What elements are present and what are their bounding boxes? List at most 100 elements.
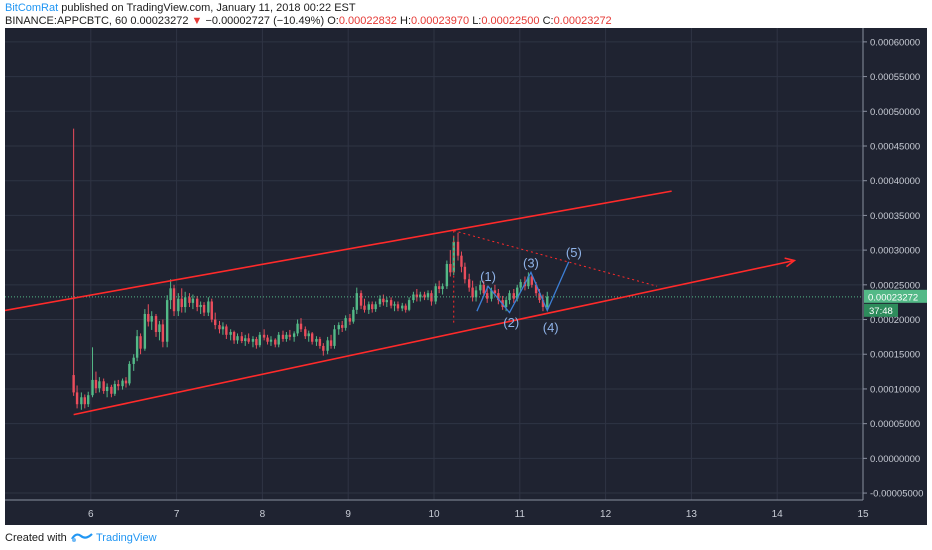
candle-body: [497, 293, 500, 301]
candle-body: [251, 338, 255, 342]
candle-body: [207, 301, 210, 313]
wave-label: (5): [566, 245, 582, 260]
candle-body: [150, 316, 153, 322]
wave-label: (1): [480, 269, 496, 284]
candle-body: [471, 287, 474, 298]
candle-body: [504, 300, 508, 308]
candle-body: [315, 338, 318, 342]
candle-body: [310, 333, 314, 342]
candle-body: [110, 386, 113, 394]
candle-body: [333, 329, 336, 346]
candle-body: [530, 276, 534, 285]
candle-body: [165, 300, 169, 342]
candle-body: [195, 298, 199, 308]
tradingview-brand-link[interactable]: TradingView: [96, 532, 157, 544]
candle-body: [80, 397, 83, 405]
candle-body: [202, 304, 206, 313]
candle-body: [113, 384, 117, 394]
x-tick-label: 7: [174, 509, 180, 520]
chart-area[interactable]: 0.00060000 0.00055000 0.00050000 0.00045000…: [0, 28, 927, 525]
trend-line: [73, 259, 795, 416]
candle-body: [281, 334, 285, 339]
candle-body: [172, 288, 176, 312]
candle-body: [374, 304, 377, 310]
candle-body: [147, 313, 150, 322]
candle-body: [401, 305, 404, 309]
candle-body: [512, 293, 515, 299]
candle-body: [247, 338, 250, 342]
high-label: H:: [400, 15, 411, 27]
wave-label: (4): [543, 320, 559, 335]
candle-body: [292, 333, 296, 337]
created-with-label: Created with: [5, 532, 67, 544]
candle-body: [304, 329, 307, 337]
candle-body: [482, 284, 485, 294]
y-tick-label: 0.00015000: [870, 350, 920, 361]
y-tick-label: 0.00060000: [870, 37, 920, 48]
candle-body: [229, 332, 232, 335]
candle-body: [269, 339, 273, 342]
candle-body: [337, 325, 340, 330]
candle-body: [423, 294, 426, 298]
candle-body: [460, 255, 463, 267]
candle-body: [135, 336, 139, 358]
candle-body: [322, 345, 325, 351]
candle-body: [161, 324, 165, 342]
candle-body: [352, 309, 355, 322]
candle-body: [221, 326, 225, 330]
author-link[interactable]: BitComRat: [5, 2, 59, 14]
candle-body: [456, 241, 460, 256]
candlestick-chart[interactable]: 0.00060000 0.00055000 0.00050000 0.00045000…: [0, 28, 927, 525]
candle-body: [236, 336, 239, 341]
close-label: C:: [542, 15, 554, 27]
candle-body: [262, 334, 266, 338]
candle-body: [367, 304, 370, 310]
candle-body: [210, 301, 213, 320]
candle-body: [102, 381, 105, 392]
candle-body: [158, 324, 161, 333]
candle-body: [437, 286, 441, 289]
candle-body: [183, 297, 187, 308]
candle-body: [490, 290, 493, 299]
candle-body: [296, 323, 299, 334]
tradingview-logo-icon: [71, 533, 93, 542]
candle-body: [277, 334, 280, 345]
candle-body: [266, 337, 269, 342]
x-tick-label: 12: [600, 509, 612, 520]
candle-body: [94, 379, 98, 389]
y-tick-label: 0.00055000: [870, 72, 920, 83]
candle-body: [240, 336, 244, 342]
y-tick-label: 0.00010000: [870, 384, 920, 395]
candle-body: [180, 298, 183, 308]
candle-body: [199, 304, 202, 308]
candle-body: [493, 290, 497, 294]
dotted-trend-line: [453, 230, 658, 287]
candle-body: [534, 284, 538, 294]
candle-body: [169, 288, 172, 301]
candle-body: [326, 340, 329, 351]
candle-body: [139, 336, 142, 349]
candle-body: [385, 300, 389, 303]
symbol-line: BINANCE:APPCBTC, 60 0.00023272 ▼ −0.0000…: [5, 15, 612, 27]
y-tick-label: 0.00040000: [870, 176, 920, 187]
y-tick-label: 0.00035000: [870, 211, 920, 222]
candle-body: [121, 380, 124, 387]
candle-body: [426, 293, 430, 298]
candle-body: [344, 318, 347, 328]
candle-body: [419, 294, 422, 298]
trend-arrow-head: [784, 257, 797, 268]
y-tick-label: 0.00045000: [870, 142, 920, 153]
footer: Created with TradingView: [0, 525, 932, 550]
candle-body: [132, 357, 135, 364]
candle-body: [299, 323, 303, 330]
candle-body: [382, 298, 385, 303]
x-tick-label: 9: [345, 509, 351, 520]
x-tick-label: 8: [260, 509, 266, 520]
candle-body: [467, 279, 471, 288]
candle-body: [404, 305, 407, 310]
x-tick-label: 6: [88, 509, 94, 520]
last-price: 0.00023272: [130, 15, 189, 27]
candle-body: [128, 363, 131, 384]
candle-body: [143, 313, 147, 349]
candle-body: [258, 334, 262, 346]
